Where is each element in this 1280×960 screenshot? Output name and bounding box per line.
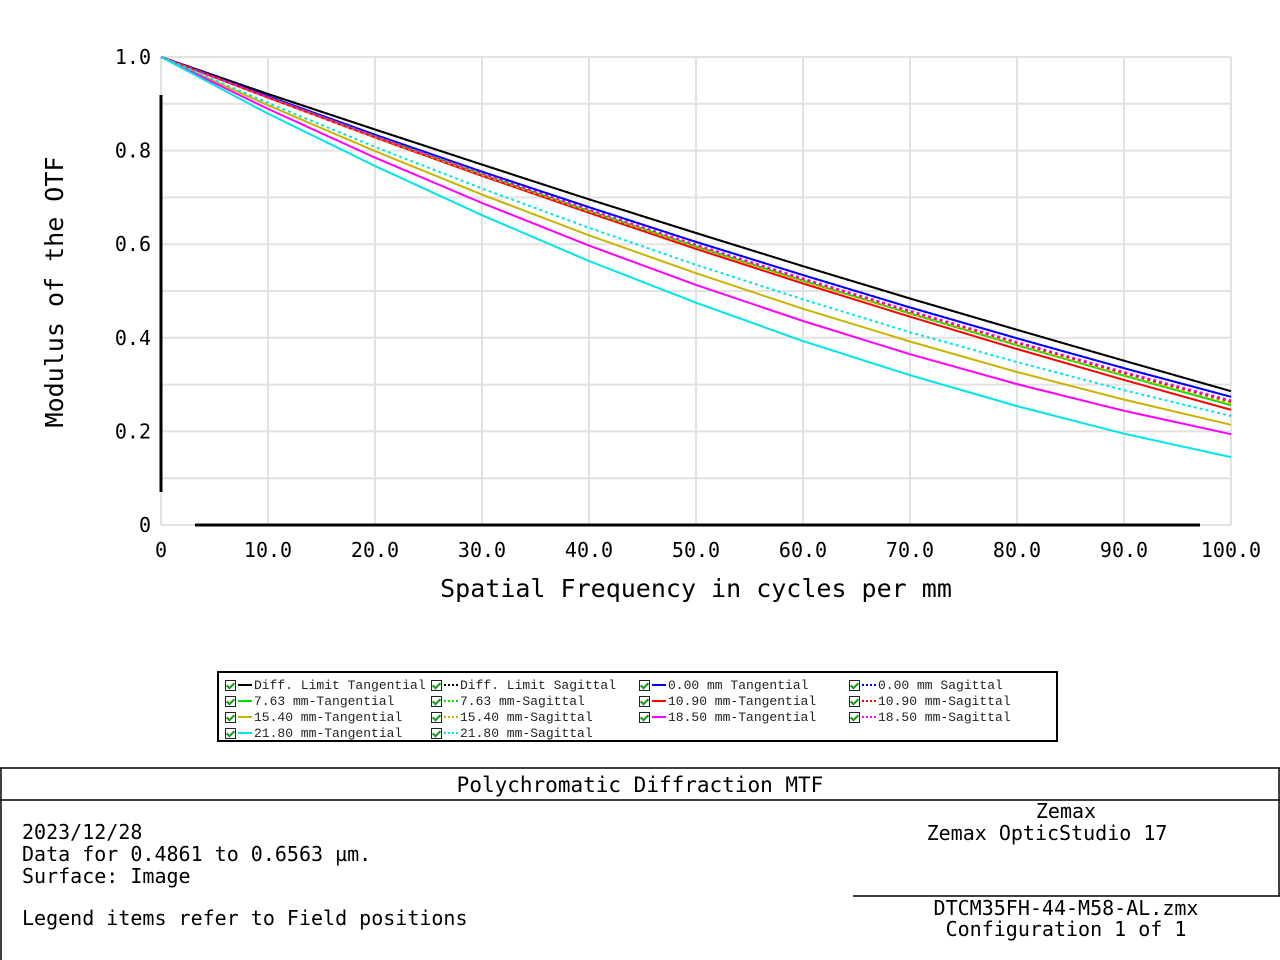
legend-item[interactable]: 10.90 mm-Tangential [639, 693, 816, 709]
checkbox-icon[interactable] [225, 711, 236, 723]
x-tick-label: 90.0 [1100, 538, 1148, 562]
checkbox-icon[interactable] [225, 679, 236, 691]
series-line [160, 56, 1232, 393]
legend-item[interactable]: Diff. Limit Tangential [225, 677, 426, 693]
configuration: Configuration 1 of 1 [946, 917, 1187, 941]
legend-swatch [444, 732, 458, 734]
series-line [160, 56, 1232, 426]
vendor: Zemax [1036, 799, 1096, 823]
x-tick-label: 0 [155, 538, 167, 562]
file-name: DTCM35FH-44-M58-AL.zmx [934, 896, 1199, 920]
y-tick-label: 0.4 [115, 326, 151, 350]
legend-label: Diff. Limit Sagittal [460, 677, 617, 693]
legend-swatch [238, 716, 252, 718]
data-range: Data for 0.4861 to 0.6563 µm. [22, 842, 371, 866]
legend-swatch [862, 716, 876, 718]
legend-item[interactable]: 18.50 mm-Sagittal [849, 709, 1011, 725]
legend-item[interactable]: 7.63 mm-Sagittal [431, 693, 585, 709]
legend-label: 15.40 mm-Tangential [254, 709, 403, 725]
legend-swatch [444, 700, 458, 702]
legend-label: 21.80 mm-Sagittal [460, 725, 593, 741]
legend-label: 10.90 mm-Sagittal [878, 693, 1011, 709]
legend-label: 21.80 mm-Tangential [254, 725, 403, 741]
legend-swatch [652, 700, 666, 702]
legend-label: Diff. Limit Tangential [254, 677, 426, 693]
legend-label: 0.00 mm Tangential [668, 677, 809, 693]
legend-swatch [238, 732, 252, 734]
checkbox-icon[interactable] [849, 711, 860, 723]
x-tick-label: 30.0 [458, 538, 506, 562]
legend-item[interactable]: 0.00 mm Tangential [639, 677, 808, 693]
legend-label: 10.90 mm-Tangential [668, 693, 817, 709]
series-line [160, 56, 1232, 436]
checkbox-icon[interactable] [431, 679, 442, 691]
legend-label: 15.40 mm-Sagittal [460, 709, 593, 725]
surface: Surface: Image [22, 864, 191, 888]
checkbox-icon[interactable] [431, 711, 442, 723]
checkbox-icon[interactable] [431, 695, 442, 707]
x-tick-label: 100.0 [1201, 538, 1261, 562]
legend-swatch [444, 684, 458, 686]
legend-label: 0.00 mm Sagittal [878, 677, 1003, 693]
x-tick-label: 80.0 [993, 538, 1041, 562]
legend-note: Legend items refer to Field positions [22, 906, 468, 930]
legend-label: 18.50 mm-Sagittal [878, 709, 1011, 725]
checkbox-icon[interactable] [849, 679, 860, 691]
x-axis-label: Spatial Frequency in cycles per mm [440, 574, 952, 603]
checkbox-icon[interactable] [639, 679, 650, 691]
product: Zemax OpticStudio 17 [927, 821, 1168, 845]
series-line [160, 56, 1232, 411]
legend-swatch [238, 700, 252, 702]
y-tick-label: 1.0 [115, 45, 151, 69]
y-tick-label: 0 [139, 513, 151, 537]
checkbox-icon[interactable] [849, 695, 860, 707]
legend-item[interactable]: Diff. Limit Sagittal [431, 677, 616, 693]
x-tick-labels: 0 10.0 20.0 30.0 40.0 50.0 60.0 70.0 80.0 90.0 100… [155, 538, 1261, 562]
chart-title: Polychromatic Diffraction MTF [457, 773, 824, 797]
legend-item[interactable]: 10.90 mm-Sagittal [849, 693, 1011, 709]
y-tick-labels: 0 0.2 0.4 0.6 0.8 1.0 [115, 45, 151, 537]
x-tick-label: 40.0 [565, 538, 613, 562]
y-axis-label: Modulus of the OTF [40, 157, 69, 428]
legend-item[interactable]: 0.00 mm Sagittal [849, 677, 1003, 693]
x-tick-label: 50.0 [672, 538, 720, 562]
legend-label: 7.63 mm-Sagittal [460, 693, 585, 709]
legend-swatch [862, 700, 876, 702]
legend-label: 7.63 mm-Tangential [254, 693, 395, 709]
legend-item[interactable]: 21.80 mm-Tangential [225, 725, 402, 741]
series-line [160, 56, 1232, 459]
y-tick-label: 0.2 [115, 419, 151, 443]
checkbox-icon[interactable] [431, 727, 442, 739]
x-tick-label: 60.0 [779, 538, 827, 562]
footer-frame [0, 767, 1280, 960]
legend: Diff. Limit Tangential 7.63 mm-Tangential… [217, 671, 1058, 742]
series-line [160, 56, 1232, 398]
x-tick-label: 20.0 [351, 538, 399, 562]
x-tick-label: 70.0 [886, 538, 934, 562]
curves [160, 56, 1232, 459]
legend-item[interactable]: 21.80 mm-Sagittal [431, 725, 593, 741]
legend-swatch [652, 716, 666, 718]
legend-swatch [652, 684, 666, 686]
legend-item[interactable]: 18.50 mm-Tangential [639, 709, 816, 725]
checkbox-icon[interactable] [639, 711, 650, 723]
date: 2023/12/28 [22, 820, 142, 844]
legend-label: 18.50 mm-Tangential [668, 709, 817, 725]
legend-item[interactable]: 7.63 mm-Tangential [225, 693, 394, 709]
checkbox-icon[interactable] [225, 695, 236, 707]
legend-swatch [862, 684, 876, 686]
legend-item[interactable]: 15.40 mm-Sagittal [431, 709, 593, 725]
legend-swatch [238, 684, 252, 686]
axes [159, 95, 1200, 527]
legend-swatch [444, 716, 458, 718]
checkbox-icon[interactable] [225, 727, 236, 739]
x-tick-label: 10.0 [244, 538, 292, 562]
checkbox-icon[interactable] [639, 695, 650, 707]
y-tick-label: 0.6 [115, 232, 151, 256]
y-tick-label: 0.8 [115, 139, 151, 163]
legend-item[interactable]: 15.40 mm-Tangential [225, 709, 402, 725]
series-line [160, 56, 1232, 417]
